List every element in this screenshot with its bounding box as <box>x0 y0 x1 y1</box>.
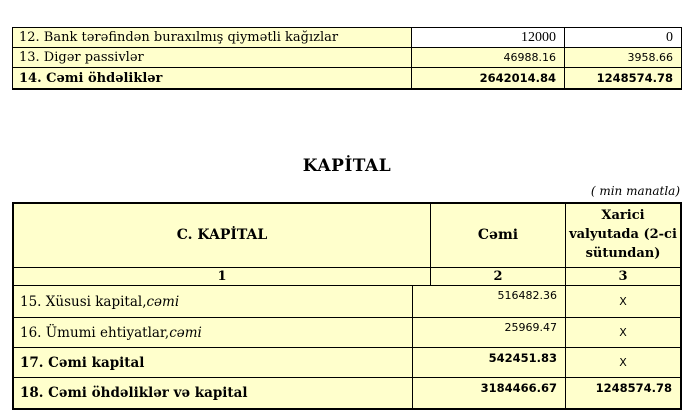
row-value-foreign: 1248574.78 <box>565 68 681 88</box>
row-label: 17. Cəmi kapital <box>14 348 413 378</box>
row-value-total: 542451.83 <box>413 348 566 378</box>
row-label: 12. Bank tərəfindən buraxılmış qiymətli … <box>13 28 412 48</box>
row-value-foreign: 1248574.78 <box>566 378 680 408</box>
row-value-total: 12000 <box>412 28 565 48</box>
table-header-row: C. KAPİTAL Cəmi Xarici valyutada (2-ci s… <box>14 204 680 268</box>
row-label: 15. Xüsusi kapital, cəmi <box>14 286 413 318</box>
header-section-label: C. KAPİTAL <box>14 204 431 268</box>
table-row-18-grand-total: 18. Cəmi öhdəliklər və kapital 3184466.6… <box>14 378 680 408</box>
row-value-total: 3184466.67 <box>413 378 566 408</box>
table-row-17-total-capital: 17. Cəmi kapital 542451.83 X <box>14 348 680 378</box>
row-label-italic: cəmi <box>169 324 202 341</box>
table-row-13: 13. Digər passivlər 46988.16 3958.66 <box>13 48 681 68</box>
table-row-14-total: 14. Cəmi öhdəliklər 2642014.84 1248574.7… <box>13 68 681 88</box>
row-value-total: 516482.36 <box>413 286 566 318</box>
table-row-12: 12. Bank tərəfindən buraxılmış qiymətli … <box>13 28 681 48</box>
liabilities-table: 12. Bank tərəfindən buraxılmış qiymətli … <box>12 27 682 90</box>
column-number-2: 2 <box>431 268 566 286</box>
row-value-total: 2642014.84 <box>412 68 565 88</box>
unit-note: ( min manatla) <box>590 184 680 198</box>
row-label-italic: cəmi <box>146 293 180 310</box>
row-value-foreign: X <box>566 348 680 378</box>
table-row-15: 15. Xüsusi kapital, cəmi 516482.36 X <box>14 286 680 318</box>
row-value-foreign: 0 <box>565 28 681 48</box>
row-label-text: 18. Cəmi öhdəliklər və kapital <box>20 385 248 401</box>
header-total: Cəmi <box>431 204 566 268</box>
table-row-16: 16. Ümumi ehtiyatlar, cəmi 25969.47 X <box>14 318 680 348</box>
row-value-foreign: 3958.66 <box>565 48 681 68</box>
row-label-text: 17. Cəmi kapital <box>20 354 145 371</box>
header-foreign-currency: Xarici valyutada (2-ci sütundan) <box>566 204 680 268</box>
section-title: KAPİTAL <box>302 156 392 176</box>
capital-table: C. KAPİTAL Cəmi Xarici valyutada (2-ci s… <box>12 202 682 410</box>
row-value-total: 46988.16 <box>412 48 565 68</box>
row-label: 14. Cəmi öhdəliklər <box>13 68 412 88</box>
row-label: 18. Cəmi öhdəliklər və kapital <box>14 378 413 408</box>
row-value-total: 25969.47 <box>413 318 566 348</box>
column-number-row: 1 2 3 <box>14 268 680 286</box>
row-label-text: 15. Xüsusi kapital, <box>20 293 147 310</box>
row-label-text: 16. Ümumi ehtiyatlar, <box>20 324 170 341</box>
row-value-foreign: X <box>566 318 680 348</box>
row-value-foreign: X <box>566 286 680 318</box>
column-number-3: 3 <box>566 268 680 286</box>
column-number-1: 1 <box>14 268 431 286</box>
row-label: 13. Digər passivlər <box>13 48 412 68</box>
row-label: 16. Ümumi ehtiyatlar, cəmi <box>14 318 413 348</box>
